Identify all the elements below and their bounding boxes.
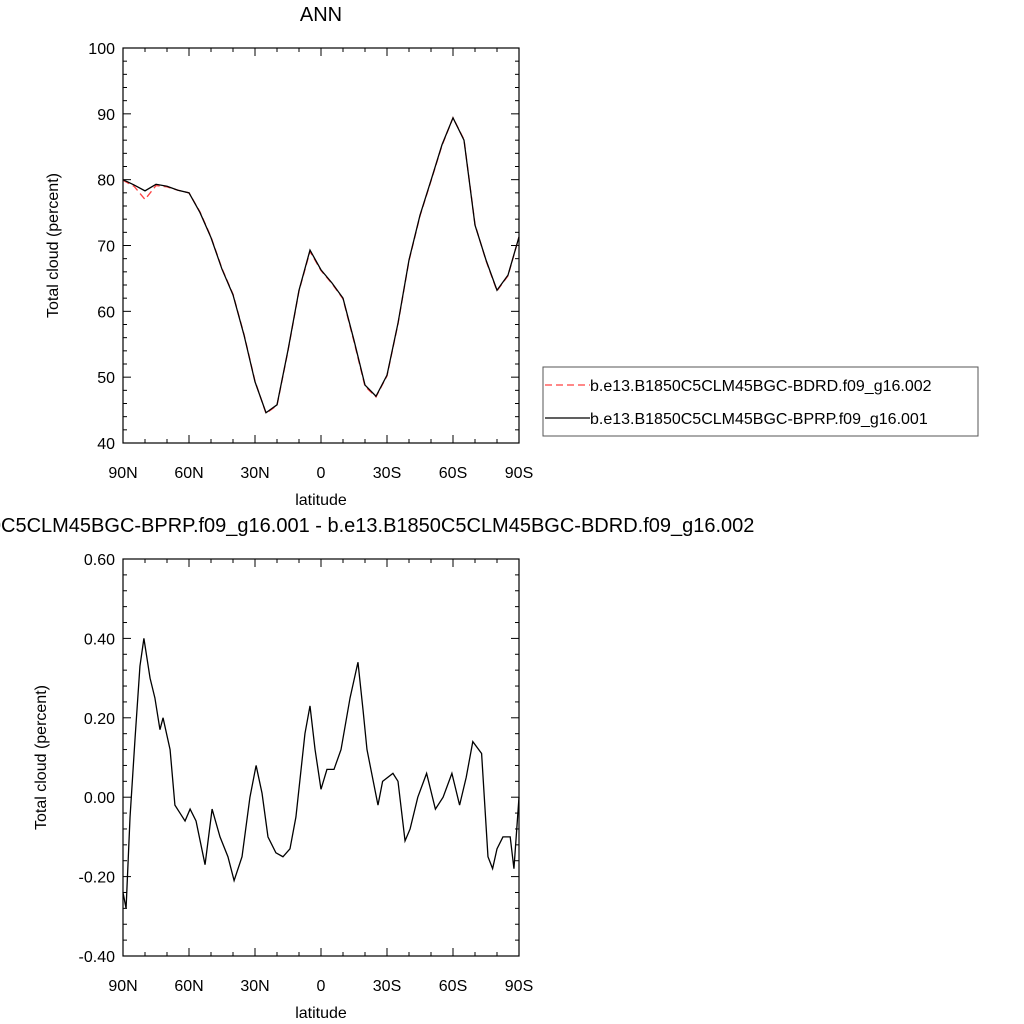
x-tick-label: 30N <box>240 465 269 482</box>
x-tick-label: 0 <box>317 465 326 482</box>
legend-label: b.e13.B1850C5CLM45BGC-BDRD.f09_g16.002 <box>590 378 932 395</box>
x-tick-label: 60S <box>439 978 467 995</box>
y-tick-label: -0.20 <box>79 870 116 887</box>
y-tick-label: 0.20 <box>84 711 115 728</box>
y-tick-label: 100 <box>88 41 115 58</box>
data-line <box>122 116 520 415</box>
y-tick-label: 0.60 <box>84 552 115 569</box>
chart-title: ANN <box>300 4 342 26</box>
y-axis-label: Total cloud (percent) <box>45 173 62 318</box>
x-tick-label: 90N <box>108 465 137 482</box>
x-tick-label: 60N <box>174 465 203 482</box>
y-tick-label: 50 <box>97 370 115 387</box>
y-tick-label: 0.40 <box>84 631 115 648</box>
x-tick-label: 30N <box>240 978 269 995</box>
x-axis-label: latitude <box>295 492 347 509</box>
y-tick-label: 0.00 <box>84 790 115 807</box>
y-tick-label: 40 <box>97 436 115 453</box>
y-axis-label: Total cloud (percent) <box>33 685 50 830</box>
data-line <box>122 116 520 414</box>
y-tick-label: 60 <box>97 304 115 321</box>
chart-title: b.e13.B1850C5CLM45BGC-BPRP.f09_g16.001 -… <box>0 515 754 537</box>
legend-box <box>542 366 979 437</box>
x-tick-label: 60N <box>174 978 203 995</box>
plot-frame <box>122 47 520 444</box>
y-tick-label: 90 <box>97 107 115 124</box>
x-tick-label: 90S <box>505 465 533 482</box>
x-tick-label: 90N <box>108 978 137 995</box>
x-axis-label: latitude <box>295 1005 347 1022</box>
data-line <box>122 638 520 909</box>
x-tick-label: 60S <box>439 465 467 482</box>
y-tick-label: 80 <box>97 173 115 190</box>
x-tick-label: 0 <box>317 978 326 995</box>
y-tick-label: 70 <box>97 239 115 256</box>
x-tick-label: 30S <box>373 978 401 995</box>
plot-frame <box>122 558 520 957</box>
x-tick-label: 30S <box>373 465 401 482</box>
x-tick-label: 90S <box>505 978 533 995</box>
legend-label: b.e13.B1850C5CLM45BGC-BPRP.f09_g16.001 <box>590 411 928 428</box>
y-tick-label: -0.40 <box>79 949 116 966</box>
